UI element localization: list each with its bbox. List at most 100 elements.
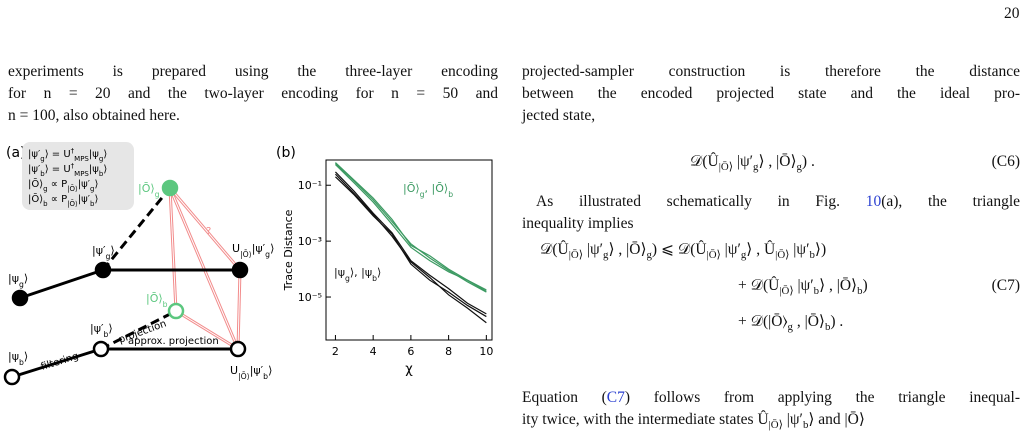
- text-run: 𝒟(Û: [540, 241, 569, 258]
- text-run: between the encoded projected state and …: [522, 85, 1020, 102]
- text-run: ⟩ and |Ō⟩: [808, 411, 865, 428]
- text-run: ⟩: [268, 364, 272, 377]
- subscript: g: [99, 155, 103, 163]
- text-run: ⟩: [94, 179, 98, 190]
- x-tick-label: 2: [332, 345, 339, 358]
- x-tick-label: 10: [479, 345, 493, 358]
- reference-link[interactable]: 10: [865, 193, 882, 210]
- text-run: |ψ′: [90, 322, 104, 335]
- subscript: b: [19, 358, 24, 367]
- series-line: [335, 171, 487, 315]
- node: [11, 289, 29, 307]
- subscript: |Ō⟩: [706, 249, 721, 262]
- text-run: ⟩: [103, 164, 107, 175]
- subscript: g: [19, 280, 24, 289]
- text-run: ⟩ , Û: [746, 241, 776, 258]
- subscript: g: [265, 250, 270, 259]
- subscript: |Ō⟩: [768, 419, 783, 431]
- subscript: b: [809, 249, 815, 262]
- figure: (a) |ψ′g⟩ = U†MPS|ψg⟩|ψ′b⟩ = U†MPS|ψb⟩|Ō⟩…: [3, 142, 493, 386]
- text-run: ⟩: [377, 266, 381, 279]
- y-axis-label: Trace Distance: [282, 209, 295, 291]
- text-run: , |Ō⟩: [792, 313, 825, 330]
- y-tick-label: 10⁻³: [298, 235, 322, 248]
- subscript: b: [40, 170, 45, 178]
- x-tick-label: 6: [407, 345, 414, 358]
- reference-link[interactable]: C7: [606, 389, 625, 406]
- text-run: ⟩: [108, 322, 112, 335]
- legend-line: |ψ′g⟩ = U†MPS|ψg⟩: [28, 147, 107, 163]
- text-line: for n = 20 and the two-layer encoding fo…: [8, 84, 498, 104]
- legend-line: |Ō⟩b ∝ P|Ō⟩|ψ′b⟩: [28, 192, 98, 208]
- subscript: g: [345, 274, 350, 283]
- subscript: b: [99, 170, 104, 178]
- equation-line: + 𝒟(Û|Ō⟩ |ψ′b⟩ , |Ō⟩b): [738, 276, 868, 298]
- page-number: 20: [1004, 5, 1020, 22]
- subscript: b: [263, 372, 268, 381]
- text-run: |ψ′: [793, 277, 814, 294]
- subscript: b: [43, 200, 48, 208]
- y-tick-label: 10⁻¹: [298, 179, 322, 192]
- text-run: |ψ: [89, 164, 99, 175]
- text-line: jected state,: [522, 106, 1020, 126]
- subscript: b: [372, 274, 377, 283]
- text-run: ∝ P: [48, 194, 68, 205]
- text-run: projected-sampler construction is theref…: [522, 63, 1020, 80]
- equation-line: 𝒟(Û|Ō⟩ |ψ′g⟩ , |Ō⟩g) ⩽ 𝒟(Û|Ō⟩ |ψ′g⟩ , Û|…: [540, 240, 826, 262]
- text-run: |Ō⟩: [28, 192, 43, 205]
- node: [229, 340, 247, 358]
- text-run: |Ō⟩: [28, 177, 43, 190]
- text-run: |ψ′: [252, 242, 266, 255]
- text-run: + 𝒟(Û: [738, 277, 780, 294]
- node-label: |ψ′b⟩: [90, 322, 113, 339]
- legend-box: [22, 142, 134, 210]
- text-run: ) follows from applying the triangle ine…: [624, 389, 1021, 406]
- subscript: b: [103, 330, 108, 339]
- node-label: |Ō⟩b: [146, 292, 168, 309]
- node: [231, 261, 249, 279]
- text-run: ⟩: [24, 350, 28, 363]
- annotation: |Ō⟩g, |Ō⟩b: [403, 182, 453, 199]
- node: [161, 179, 179, 197]
- node-label: U|Ō⟩|ψ′b⟩: [230, 364, 272, 381]
- pink-edge-core: [175, 310, 239, 350]
- text-run: Equation (: [522, 389, 607, 406]
- subscript: |Ō⟩: [67, 199, 78, 208]
- equation-number: (C6): [991, 153, 1020, 170]
- text-run: |ψ′: [78, 179, 91, 190]
- text-run: n = 100, also obtained here.: [8, 107, 180, 124]
- text-run: ⟩: [270, 242, 274, 255]
- text-run: |ψ′: [92, 244, 106, 257]
- subscript: |Ō⟩: [240, 250, 252, 259]
- subscript: b: [163, 300, 168, 309]
- text-run: |ψ′: [250, 364, 264, 377]
- subscript: g: [155, 190, 160, 199]
- x-tick-label: 4: [370, 345, 377, 358]
- text-run: ⟩: [24, 272, 28, 285]
- text-run: |ψ′: [582, 241, 604, 258]
- x-axis-label: χ: [405, 362, 413, 377]
- panel-label: (b): [276, 145, 296, 161]
- text-line: projected-sampler construction is theref…: [522, 62, 1020, 82]
- dashed-edge: [101, 187, 172, 271]
- text-run: inequality implies: [522, 215, 634, 232]
- edge: [11, 347, 102, 379]
- series-line: [335, 164, 487, 291]
- text-run: |ψ′: [720, 241, 741, 258]
- edge: [19, 268, 104, 300]
- text-line: inequality implies: [522, 214, 1020, 234]
- text-run: ity twice, with the intermediate states …: [522, 411, 769, 428]
- legend-line: |Ō⟩g ∝ P|Ō⟩|ψ′g⟩: [28, 177, 98, 193]
- annotation: |ψg⟩, |ψb⟩: [334, 266, 381, 283]
- text-run: experiments is prepared using the three-…: [8, 63, 498, 80]
- subscript: g: [105, 252, 110, 261]
- text-run: ) .: [830, 313, 844, 330]
- text-line: As illustrated schematically in Fig. 10(…: [536, 192, 1020, 212]
- subscript: MPS: [74, 170, 89, 178]
- series-line: [335, 162, 487, 292]
- subscript: b: [857, 285, 863, 298]
- pink-edge-core: [169, 187, 241, 271]
- subscript: g: [90, 185, 94, 193]
- node: [167, 302, 185, 320]
